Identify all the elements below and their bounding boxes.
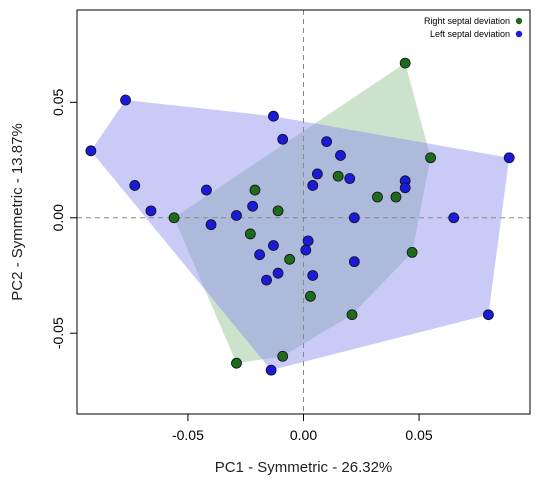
y-axis-ticks: -0.05 0.00 0.05	[50, 89, 77, 349]
point-series-1	[335, 150, 346, 161]
point-series-0	[272, 205, 284, 217]
point-series-1	[261, 274, 272, 286]
point-series-1	[272, 267, 284, 279]
point-series-1	[448, 212, 460, 224]
point-series-1	[268, 110, 279, 122]
point-series-1	[399, 182, 411, 194]
point-series-1	[277, 133, 289, 145]
x-axis-ticks: -0.05 0.00 0.05	[172, 414, 433, 443]
point-series-1	[201, 184, 212, 196]
point-series-1	[307, 180, 319, 191]
point-series-0	[231, 357, 242, 369]
point-series-1	[503, 152, 515, 164]
point-series-0	[332, 170, 344, 182]
point-series-0	[168, 212, 180, 224]
point-series-0	[249, 184, 261, 196]
x-tick-label: 0.00	[290, 427, 317, 443]
legend-marker-series-1	[515, 30, 523, 38]
point-series-1	[120, 94, 131, 106]
point-series-0	[305, 290, 316, 302]
point-series-1	[254, 249, 265, 261]
point-series-0	[399, 57, 411, 69]
point-series-1	[302, 235, 314, 247]
point-series-1	[268, 240, 279, 251]
hull-series-0	[174, 63, 431, 364]
point-series-1	[348, 256, 360, 268]
x-tick-label: 0.05	[405, 427, 432, 443]
point-series-1	[344, 173, 356, 184]
x-tick-label: -0.05	[172, 427, 204, 443]
legend-label-series-0: Right septal deviation	[424, 16, 510, 26]
point-series-1	[129, 180, 141, 191]
hull-series-1	[90, 100, 510, 371]
y-tick-label: -0.05	[50, 317, 66, 349]
y-tick-label: 0.05	[50, 89, 66, 116]
point-series-0	[390, 191, 402, 203]
y-tick-label: 0.00	[50, 204, 66, 231]
convex-hulls	[90, 63, 510, 371]
point-series-1	[85, 145, 97, 157]
point-series-1	[205, 219, 217, 231]
point-series-1	[348, 212, 360, 224]
point-series-1	[265, 364, 277, 376]
point-series-1	[307, 270, 319, 281]
point-series-1	[321, 136, 333, 147]
point-series-1	[311, 168, 323, 180]
y-axis-title: PC2 - Symmetric - 13.87%	[9, 123, 26, 301]
point-series-0	[372, 191, 383, 203]
point-series-0	[277, 350, 289, 362]
point-series-1	[247, 200, 259, 212]
point-series-1	[300, 244, 312, 256]
point-series-0	[406, 246, 418, 258]
point-series-1	[145, 205, 157, 217]
legend-label-series-1: Left septal deviation	[430, 29, 510, 39]
data-points	[85, 57, 515, 376]
legend-marker-series-0	[515, 17, 523, 25]
reference-lines	[77, 10, 530, 414]
point-series-1	[231, 210, 242, 221]
point-series-1	[482, 309, 494, 321]
point-series-0	[425, 152, 437, 164]
legend: Right septal deviation Left septal deviat…	[424, 16, 523, 39]
point-series-0	[284, 253, 296, 265]
point-series-0	[346, 309, 358, 321]
point-series-0	[244, 228, 256, 240]
x-axis-title: PC1 - Symmetric - 26.32%	[215, 459, 393, 476]
